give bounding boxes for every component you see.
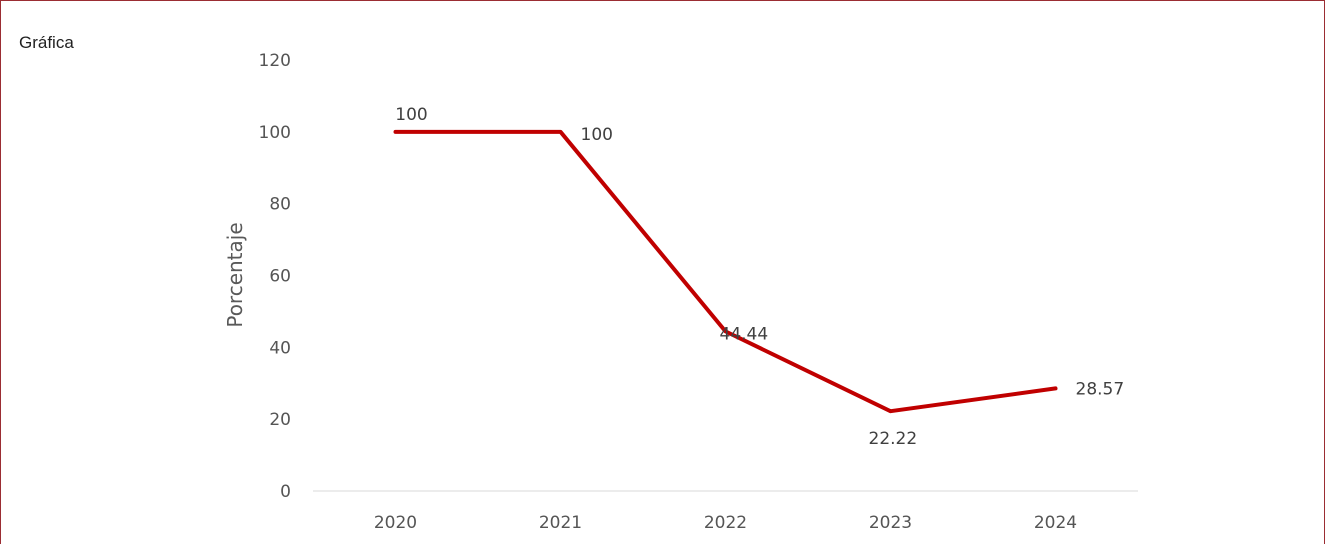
data-label: 100 — [581, 125, 613, 145]
x-tick-label: 2021 — [539, 513, 582, 533]
y-tick-label: 100 — [259, 123, 291, 143]
y-axis-label: Porcentaje — [223, 222, 247, 327]
x-tick-label: 2020 — [374, 513, 417, 533]
y-tick-label: 0 — [280, 482, 291, 502]
y-tick-label: 40 — [269, 338, 291, 358]
x-tick-label: 2023 — [869, 513, 912, 533]
x-tick-label: 2022 — [704, 513, 747, 533]
data-label: 22.22 — [869, 429, 918, 449]
y-tick-label: 20 — [269, 410, 291, 430]
y-tick-label: 120 — [259, 51, 291, 71]
y-tick-label: 80 — [269, 195, 291, 215]
y-tick-label: 60 — [269, 267, 291, 287]
data-label: 28.57 — [1076, 379, 1125, 399]
data-label: 100 — [395, 105, 427, 125]
x-tick-label: 2024 — [1034, 513, 1077, 533]
series-line — [393, 129, 1058, 414]
data-label: 44.44 — [720, 324, 769, 344]
panel-label: Gráfica — [19, 33, 74, 52]
